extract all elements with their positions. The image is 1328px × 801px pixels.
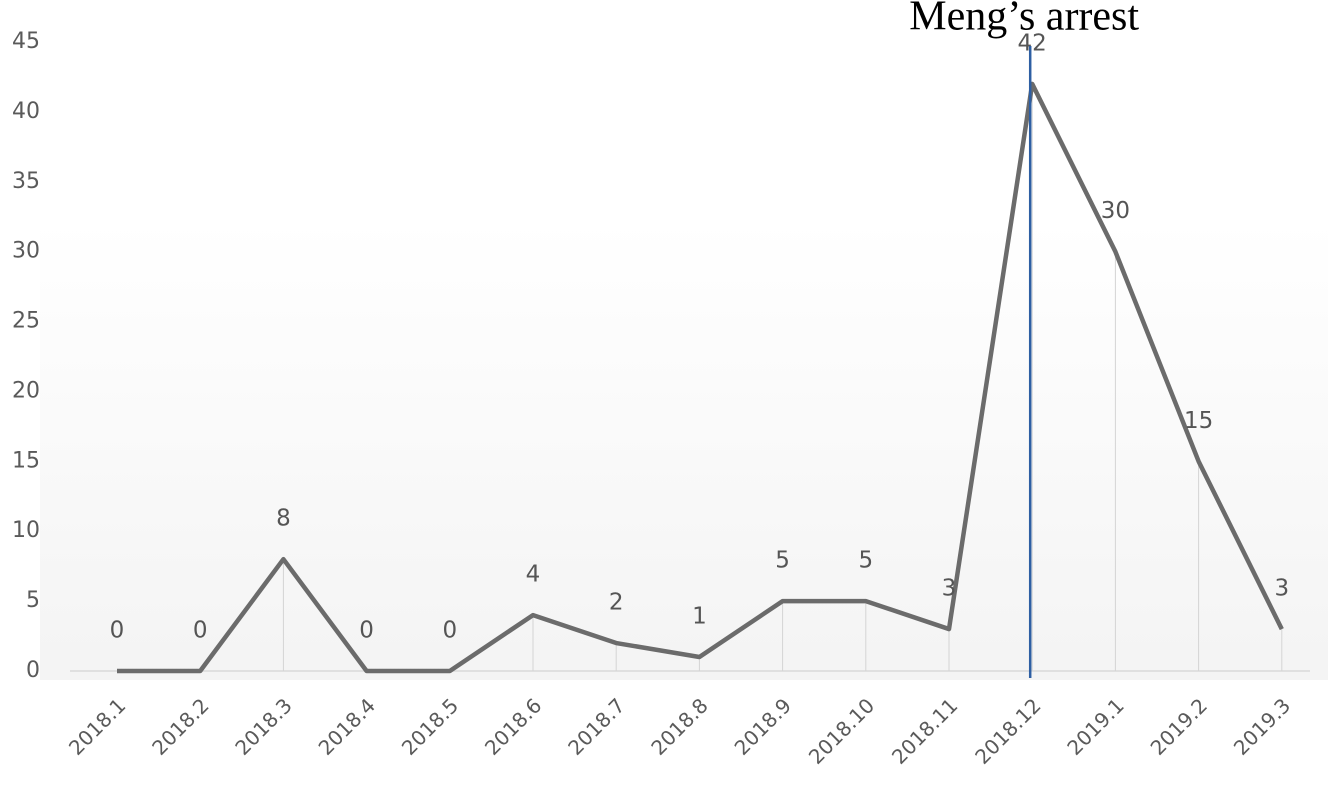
y-tick-label: 15 [12, 448, 40, 473]
y-tick-label: 30 [12, 239, 40, 264]
y-tick-label: 20 [12, 378, 40, 403]
series-line [117, 81, 1284, 674]
plot-background [40, 220, 1328, 680]
y-tick-label: 45 [12, 29, 40, 54]
y-tick-label: 5 [26, 588, 40, 613]
data-label: 0 [442, 618, 457, 644]
x-tick-label: 2018.9 [730, 693, 796, 759]
x-tick-label: 2018.1 [64, 693, 130, 759]
data-label: 0 [110, 618, 125, 644]
data-label: 2 [609, 590, 624, 616]
data-label: 4 [526, 562, 541, 588]
x-tick-label: 2018.2 [147, 693, 213, 759]
data-label: 3 [1274, 576, 1289, 602]
data-label: 0 [193, 618, 208, 644]
x-tick-label: 2018.12 [970, 693, 1045, 768]
data-label: 3 [942, 576, 957, 602]
x-tick-label: 2018.7 [563, 693, 629, 759]
x-tick-label: 2019.3 [1229, 693, 1295, 759]
x-tick-label: 2018.4 [314, 693, 380, 759]
data-label: 5 [858, 548, 873, 574]
y-tick-label: 0 [26, 658, 40, 683]
y-tick-label: 25 [12, 309, 40, 334]
x-tick-label: 2018.5 [397, 693, 463, 759]
x-tick-label: 2018.6 [480, 693, 546, 759]
data-label: 1 [692, 604, 707, 630]
data-label: 15 [1184, 408, 1213, 434]
data-label: 30 [1101, 198, 1130, 224]
y-tick-label: 10 [12, 518, 40, 543]
x-tick-label: 2019.2 [1146, 693, 1212, 759]
annotation-text: Meng’s arrest [909, 0, 1139, 40]
x-tick-label: 2018.10 [804, 693, 879, 768]
data-label: 5 [775, 548, 790, 574]
x-tick-label: 2019.1 [1062, 693, 1128, 759]
data-label: 42 [1018, 30, 1047, 56]
x-tick-label: 2018.8 [646, 693, 712, 759]
y-tick-label: 40 [12, 99, 40, 124]
y-tick-label: 35 [12, 169, 40, 194]
x-tick-label: 2018.3 [230, 693, 296, 759]
x-tick-label: 2018.11 [887, 693, 962, 768]
data-label: 0 [359, 618, 374, 644]
data-label: 8 [276, 506, 291, 532]
